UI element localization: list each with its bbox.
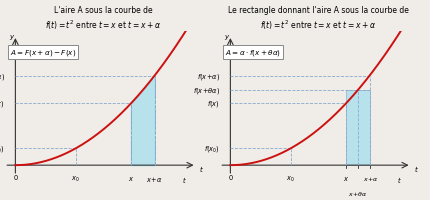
Text: $x$: $x$ — [343, 174, 349, 182]
Text: $f(x\!+\!\theta\alpha)$: $f(x\!+\!\theta\alpha)$ — [193, 86, 220, 96]
Title: L'aire A sous la courbe de
$f(t) = t^2$ entre $t = x$ et $t = x + \alpha$: L'aire A sous la courbe de $f(t) = t^2$ … — [45, 6, 161, 32]
Title: Le rectangle donnant l'aire A sous la courbe de
$f(t) = t^2$ entre $t = x$ et $t: Le rectangle donnant l'aire A sous la co… — [228, 6, 408, 32]
Text: $f(x\!+\!\alpha)$: $f(x\!+\!\alpha)$ — [197, 71, 220, 81]
Text: $y$: $y$ — [224, 33, 230, 42]
Text: $t$: $t$ — [397, 174, 402, 184]
Text: $t$: $t$ — [182, 174, 187, 184]
Text: $f(x)$: $f(x)$ — [207, 99, 220, 109]
Text: $x\!+\!\alpha$: $x\!+\!\alpha$ — [362, 174, 378, 182]
Text: $f(x)$: $f(x)$ — [0, 99, 5, 109]
Text: $x$: $x$ — [128, 174, 134, 182]
Text: $t$: $t$ — [414, 164, 419, 174]
Text: $x\!+\!\theta\alpha$: $x\!+\!\theta\alpha$ — [348, 189, 368, 197]
Text: $t$: $t$ — [199, 164, 204, 174]
Bar — [346, 91, 370, 165]
Text: $x\!+\!\alpha$: $x\!+\!\alpha$ — [147, 174, 163, 183]
Text: 0: 0 — [13, 174, 18, 180]
Text: $f(x\!+\!\alpha)$: $f(x\!+\!\alpha)$ — [0, 71, 5, 81]
Text: $x_0$: $x_0$ — [71, 174, 80, 184]
Text: $A = F(x + \alpha) - F(x)$: $A = F(x + \alpha) - F(x)$ — [10, 48, 77, 58]
Text: $f(x_0)$: $f(x_0)$ — [204, 144, 220, 154]
Text: 0: 0 — [228, 174, 233, 180]
Text: $A = \alpha \cdot f(x + \theta\alpha)$: $A = \alpha \cdot f(x + \theta\alpha)$ — [225, 48, 281, 58]
Text: $f(x_0)$: $f(x_0)$ — [0, 144, 5, 154]
Text: $y$: $y$ — [9, 33, 15, 42]
Text: $x_0$: $x_0$ — [286, 174, 295, 184]
